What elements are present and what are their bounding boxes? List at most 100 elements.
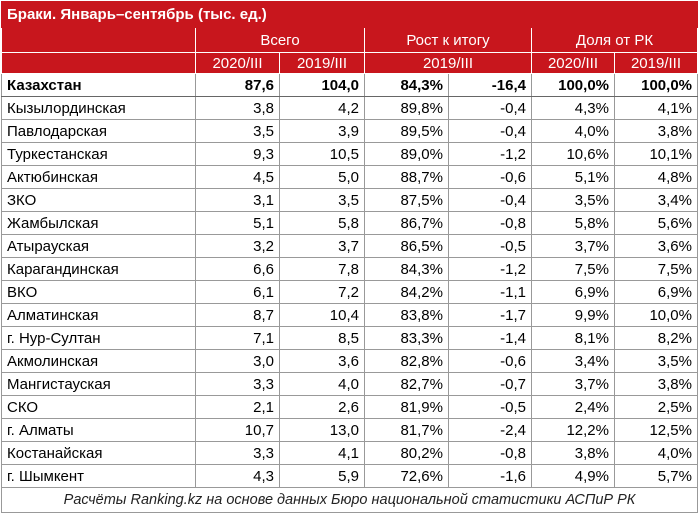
cell-growth-change: -1,6 [448, 464, 532, 488]
cell-growth-pct: 89,0% [364, 142, 449, 166]
cell-region: Атырауская [1, 234, 196, 258]
cell-region: Алматинская [1, 303, 196, 327]
cell-growth-change: -1,7 [448, 303, 532, 327]
cell-total-2019: 5,9 [279, 464, 365, 488]
cell-growth-change: -0,4 [448, 96, 532, 120]
cell-region: г. Шымкент [1, 464, 196, 488]
header-growth: Рост к итогу [364, 27, 532, 53]
cell-share-2019: 8,2% [614, 326, 698, 350]
cell-growth-change: -0,5 [448, 234, 532, 258]
subheader-total-2019: 2019/III [279, 52, 365, 74]
table-row: Акмолинская 3,0 3,6 82,8% -0,6 3,4% 3,5% [1, 349, 698, 373]
cell-share-2020: 3,7% [531, 234, 615, 258]
cell-region: ЗКО [1, 188, 196, 212]
cell-growth-pct: 89,5% [364, 119, 449, 143]
cell-growth-pct: 83,8% [364, 303, 449, 327]
cell-growth-change: -1,2 [448, 257, 532, 281]
cell-total-2019: 4,2 [279, 96, 365, 120]
cell-total-2020: 3,1 [195, 188, 280, 212]
cell-growth-change: -0,4 [448, 188, 532, 212]
subheader-growth-2019: 2019/III [364, 52, 532, 74]
cell-share-2019: 5,6% [614, 211, 698, 235]
table-row: СКО 2,1 2,6 81,9% -0,5 2,4% 2,5% [1, 395, 698, 419]
cell-region: Казахстан [1, 73, 196, 97]
cell-share-2020: 3,8% [531, 441, 615, 465]
cell-total-2020: 3,3 [195, 441, 280, 465]
cell-growth-change: -0,8 [448, 211, 532, 235]
cell-total-2020: 9,3 [195, 142, 280, 166]
table-row: Мангистауская 3,3 4,0 82,7% -0,7 3,7% 3,8% [1, 372, 698, 396]
table-row: Актюбинская 4,5 5,0 88,7% -0,6 5,1% 4,8% [1, 165, 698, 189]
cell-total-2020: 5,1 [195, 211, 280, 235]
cell-share-2020: 12,2% [531, 418, 615, 442]
cell-total-2019: 2,6 [279, 395, 365, 419]
cell-growth-pct: 84,3% [364, 257, 449, 281]
cell-share-2019: 3,8% [614, 372, 698, 396]
table-row: г. Алматы 10,7 13,0 81,7% -2,4 12,2% 12,5% [1, 418, 698, 442]
cell-growth-change: -0,6 [448, 349, 532, 373]
cell-total-2020: 3,5 [195, 119, 280, 143]
cell-share-2020: 3,7% [531, 372, 615, 396]
table-row: Кызылординская 3,8 4,2 89,8% -0,4 4,3% 4,1% [1, 96, 698, 120]
cell-total-2019: 10,4 [279, 303, 365, 327]
table-row: Карагандинская 6,6 7,8 84,3% -1,2 7,5% 7,5% [1, 257, 698, 281]
cell-growth-pct: 84,2% [364, 280, 449, 304]
cell-share-2020: 5,1% [531, 165, 615, 189]
cell-total-2019: 104,0 [279, 73, 365, 97]
cell-share-2020: 7,5% [531, 257, 615, 281]
cell-growth-change: -0,6 [448, 165, 532, 189]
cell-total-2019: 13,0 [279, 418, 365, 442]
cell-total-2020: 2,1 [195, 395, 280, 419]
cell-share-2019: 3,6% [614, 234, 698, 258]
cell-share-2019: 4,1% [614, 96, 698, 120]
cell-total-2019: 4,1 [279, 441, 365, 465]
cell-share-2020: 6,9% [531, 280, 615, 304]
cell-growth-pct: 82,7% [364, 372, 449, 396]
cell-growth-change: -1,2 [448, 142, 532, 166]
header-share: Доля от РК [531, 27, 698, 53]
cell-share-2020: 8,1% [531, 326, 615, 350]
cell-growth-change: -2,4 [448, 418, 532, 442]
subheader-share-2020: 2020/III [531, 52, 615, 74]
cell-region: Жамбылская [1, 211, 196, 235]
cell-share-2020: 2,4% [531, 395, 615, 419]
table-row: Костанайская 3,3 4,1 80,2% -0,8 3,8% 4,0% [1, 441, 698, 465]
cell-share-2020: 9,9% [531, 303, 615, 327]
cell-total-2019: 3,6 [279, 349, 365, 373]
cell-total-2020: 10,7 [195, 418, 280, 442]
cell-share-2019: 3,4% [614, 188, 698, 212]
cell-growth-pct: 86,5% [364, 234, 449, 258]
cell-growth-change: -0,4 [448, 119, 532, 143]
cell-share-2019: 3,8% [614, 119, 698, 143]
cell-total-2020: 6,1 [195, 280, 280, 304]
table-row: Алматинская 8,7 10,4 83,8% -1,7 9,9% 10,0% [1, 303, 698, 327]
cell-total-2020: 3,0 [195, 349, 280, 373]
cell-share-2019: 7,5% [614, 257, 698, 281]
cell-share-2019: 4,8% [614, 165, 698, 189]
cell-total-2019: 7,8 [279, 257, 365, 281]
cell-growth-change: -0,7 [448, 372, 532, 396]
cell-growth-change: -0,5 [448, 395, 532, 419]
cell-growth-pct: 89,8% [364, 96, 449, 120]
cell-total-2020: 3,3 [195, 372, 280, 396]
cell-growth-pct: 81,7% [364, 418, 449, 442]
cell-region: Туркестанская [1, 142, 196, 166]
cell-total-2019: 7,2 [279, 280, 365, 304]
cell-growth-pct: 83,3% [364, 326, 449, 350]
cell-share-2020: 4,9% [531, 464, 615, 488]
cell-growth-pct: 82,8% [364, 349, 449, 373]
cell-growth-change: -16,4 [448, 73, 532, 97]
source-note: Расчёты Ranking.kz на основе данных Бюро… [1, 487, 698, 513]
cell-region: Павлодарская [1, 119, 196, 143]
cell-share-2020: 100,0% [531, 73, 615, 97]
cell-share-2019: 4,0% [614, 441, 698, 465]
cell-share-2019: 5,7% [614, 464, 698, 488]
table-row: ВКО 6,1 7,2 84,2% -1,1 6,9% 6,9% [1, 280, 698, 304]
table-row: г. Шымкент 4,3 5,9 72,6% -1,6 4,9% 5,7% [1, 464, 698, 488]
cell-share-2019: 3,5% [614, 349, 698, 373]
cell-region: г. Алматы [1, 418, 196, 442]
cell-total-2020: 8,7 [195, 303, 280, 327]
cell-total-2019: 8,5 [279, 326, 365, 350]
